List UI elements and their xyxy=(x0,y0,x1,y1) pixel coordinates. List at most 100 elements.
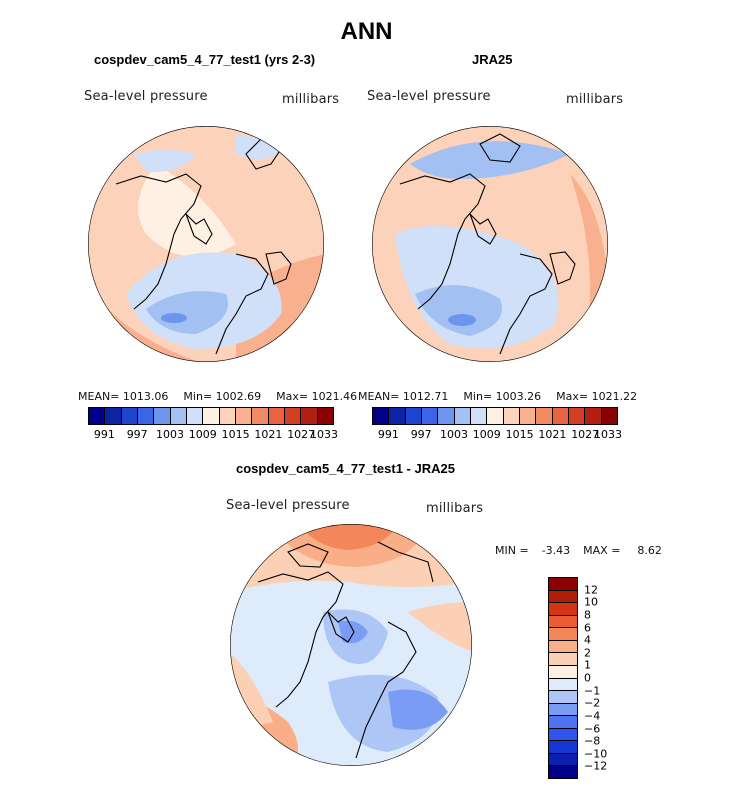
model-tick-label: 1033 xyxy=(310,428,338,441)
colorbar-cell xyxy=(549,740,577,753)
colorbar-cell xyxy=(301,408,318,424)
obs-panel-title: JRA25 xyxy=(472,52,513,67)
diff-positive-max xyxy=(298,524,398,550)
model-tick-label: 1015 xyxy=(221,428,250,441)
colorbar-cell xyxy=(549,727,577,741)
colorbar-cell xyxy=(454,408,471,424)
model-low-pressure-region xyxy=(236,135,281,159)
colorbar-cell xyxy=(568,408,586,424)
model-low-pressure-core xyxy=(146,291,228,334)
model-max-label: Max= xyxy=(276,390,309,403)
diff-tick-label: 2 xyxy=(584,646,591,660)
model-low-pressure-min xyxy=(161,313,187,323)
diff-max-value: 8.62 xyxy=(637,544,662,557)
model-tick-label: 991 xyxy=(93,428,115,441)
model-tick-label: 1027 xyxy=(287,428,316,441)
colorbar-cell xyxy=(389,408,406,424)
diff-tick-label: −8 xyxy=(584,734,601,748)
colorbar-cell xyxy=(421,408,439,424)
colorbar-cell xyxy=(552,408,569,424)
colorbar-cell xyxy=(373,408,390,424)
diff-tick-label: 10 xyxy=(584,595,598,609)
obs-tick-label: 1015 xyxy=(505,428,534,441)
colorbar-cell xyxy=(549,652,577,665)
colorbar-cell xyxy=(487,408,504,424)
obs-max-label: Max= xyxy=(556,390,589,403)
colorbar-cell xyxy=(284,408,302,424)
diff-tick-label: −10 xyxy=(584,747,608,761)
diff-colorbar-ticks: 12 10 8 6 4 2 1 0 −1 −2 −4 −6 −8 −10 −12 xyxy=(584,577,624,779)
colorbar-cell xyxy=(89,408,106,424)
obs-tick-label: 1033 xyxy=(594,428,622,441)
diff-tick-label: −12 xyxy=(584,759,608,773)
model-mean-label: MEAN= xyxy=(78,390,120,403)
obs-tick-label: 991 xyxy=(377,428,399,441)
diff-negative-core xyxy=(388,689,448,730)
obs-tick-label: 997 xyxy=(410,428,432,441)
obs-low-pressure-core xyxy=(415,285,502,336)
model-panel-title: cospdev_cam5_4_77_test1 (yrs 2-3) xyxy=(94,52,316,67)
model-tick-label: 1003 xyxy=(156,428,184,441)
model-tick-label: 1009 xyxy=(188,428,217,441)
colorbar-cell xyxy=(252,408,269,424)
obs-variable-label: Sea-level pressure xyxy=(367,89,491,104)
colorbar-cell xyxy=(405,408,422,424)
colorbar-cell xyxy=(549,639,577,653)
colorbar-cell xyxy=(549,715,577,728)
colorbar-cell xyxy=(137,408,155,424)
colorbar-cell xyxy=(536,408,553,424)
diff-tick-label: 12 xyxy=(584,583,598,597)
diff-positive-region xyxy=(408,602,472,652)
colorbar-cell xyxy=(549,614,577,628)
colorbar-cell xyxy=(235,408,253,424)
colorbar-cell xyxy=(105,408,122,424)
figure-title: ANN xyxy=(340,18,393,45)
colorbar-cell xyxy=(549,765,577,778)
colorbar-cell xyxy=(601,408,617,424)
obs-max-value: 1021.22 xyxy=(591,390,638,403)
model-min-label: Min= xyxy=(183,390,213,403)
diff-colorbar xyxy=(548,577,578,779)
colorbar-cell xyxy=(549,677,577,691)
model-units-label: millibars xyxy=(282,92,340,107)
model-low-pressure-region xyxy=(134,150,196,173)
diff-variable-label: Sea-level pressure xyxy=(226,498,350,513)
diff-tick-label: −6 xyxy=(584,722,601,735)
colorbar-cell xyxy=(585,408,602,424)
colorbar-cell xyxy=(549,752,577,766)
colorbar-cell xyxy=(170,408,187,424)
diff-tick-label: −1 xyxy=(584,684,601,698)
obs-tick-label: 1027 xyxy=(571,428,600,441)
diff-tick-label: 4 xyxy=(584,633,591,647)
colorbar-cell xyxy=(549,702,577,716)
model-colorbar-ticks: 991 997 1003 1009 1015 1021 1027 1033 xyxy=(88,428,338,442)
diff-negative-core xyxy=(338,620,368,644)
colorbar-cell xyxy=(549,602,577,615)
colorbar-cell xyxy=(549,578,577,590)
obs-min-label: Min= xyxy=(463,390,493,403)
obs-low-pressure-min xyxy=(448,314,476,326)
model-variable-label: Sea-level pressure xyxy=(84,89,208,104)
obs-mean-label: MEAN= xyxy=(358,390,400,403)
obs-units-label: millibars xyxy=(566,92,624,107)
diff-min-value: -3.43 xyxy=(541,544,571,557)
diff-min-label: MIN = xyxy=(495,544,529,557)
diff-tick-label: 1 xyxy=(584,658,591,672)
obs-tick-label: 1021 xyxy=(538,428,567,441)
colorbar-cell xyxy=(549,690,577,703)
colorbar-cell xyxy=(268,408,285,424)
colorbar-cell xyxy=(121,408,138,424)
model-tick-label: 997 xyxy=(126,428,148,441)
diff-panel-title: cospdev_cam5_4_77_test1 - JRA25 xyxy=(236,461,455,476)
obs-coastlines xyxy=(399,133,576,355)
colorbar-cell xyxy=(219,408,236,424)
obs-mean-value: 1012.71 xyxy=(402,390,449,403)
diff-tick-label: 8 xyxy=(584,608,591,622)
diff-tick-label: −4 xyxy=(584,709,601,723)
diff-tick-label: 6 xyxy=(584,621,591,634)
obs-colorbar-ticks: 991 997 1003 1009 1015 1021 1027 1033 xyxy=(372,428,622,442)
model-tick-label: 1021 xyxy=(254,428,283,441)
model-colorbar xyxy=(88,407,334,425)
model-stats: MEAN= 1013.06 Min= 1002.69 Max= 1021.46 xyxy=(78,390,357,403)
diff-tick-label: −2 xyxy=(584,696,601,710)
